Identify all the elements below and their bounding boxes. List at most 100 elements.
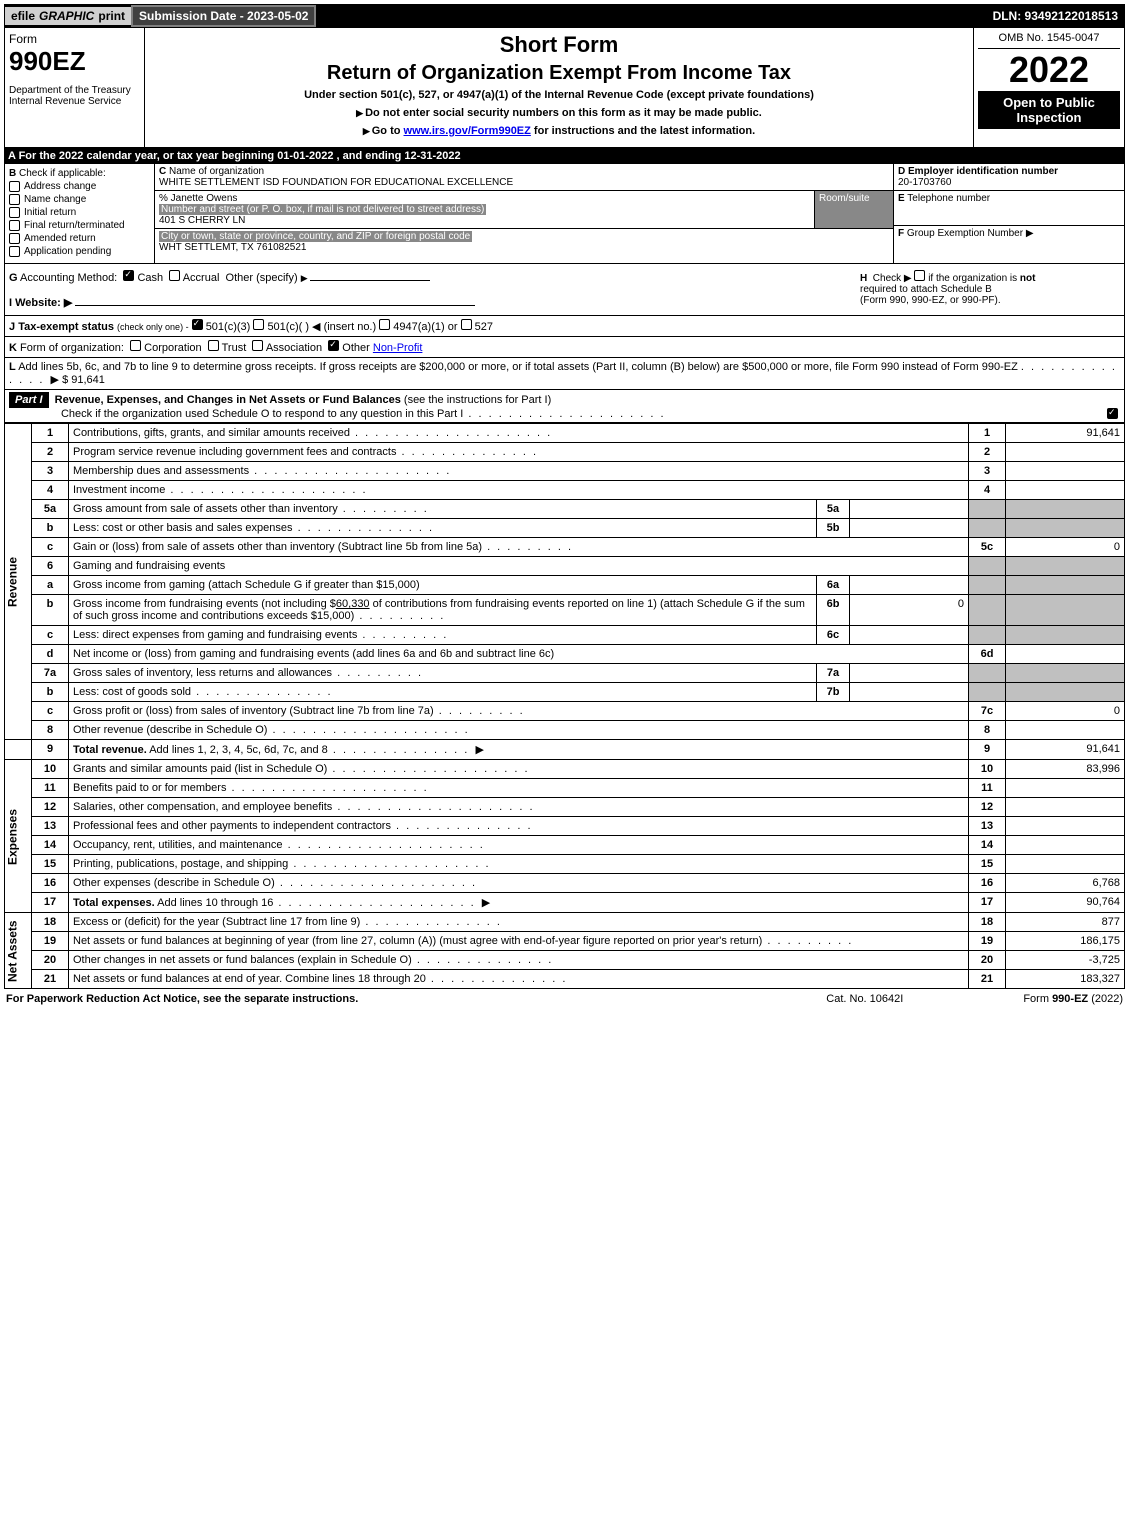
line-desc: Net assets or fund balances at beginning…	[73, 935, 762, 947]
line-ref: 14	[969, 836, 1006, 855]
shaded-cell	[1006, 683, 1125, 702]
line-8: 8 Other revenue (describe in Schedule O)…	[5, 721, 1125, 740]
note-goto: Go to www.irs.gov/Form990EZ for instruct…	[149, 125, 969, 137]
phone-label: Telephone number	[907, 193, 990, 204]
footer-paperwork: For Paperwork Reduction Act Notice, see …	[6, 993, 358, 1005]
col-def: D Employer identification number 20-1703…	[894, 164, 1124, 263]
check-label: Final return/terminated	[24, 220, 125, 231]
accounting-method: G Accounting Method: Cash Accrual Other …	[5, 264, 856, 315]
line-ref: 19	[969, 932, 1006, 951]
line-num: 21	[32, 970, 69, 989]
line-val: 91,641	[1006, 424, 1125, 443]
line-num: 18	[32, 913, 69, 932]
arrow-icon: ▶	[1026, 228, 1034, 239]
other-input[interactable]	[310, 280, 430, 281]
checkbox-accrual[interactable]	[169, 270, 180, 281]
check-final-return[interactable]: Final return/terminated	[9, 220, 150, 231]
line-6d: d Net income or (loss) from gaming and f…	[5, 645, 1125, 664]
checkbox-schedule-o[interactable]	[1107, 408, 1118, 419]
line-sub-num: 6c	[817, 626, 850, 645]
group-exemption-label: Group Exemption Number	[907, 228, 1023, 239]
check-application-pending[interactable]: Application pending	[9, 246, 150, 257]
line-val: 183,327	[1006, 970, 1125, 989]
checkbox-other-org[interactable]	[328, 340, 339, 351]
checkbox-icon	[9, 181, 20, 192]
print-button[interactable]: print	[98, 9, 125, 23]
line-num: c	[32, 538, 69, 557]
checkbox-501c[interactable]	[253, 319, 264, 330]
shaded-cell	[969, 500, 1006, 519]
line-ref: 11	[969, 779, 1006, 798]
line-ref: 12	[969, 798, 1006, 817]
opt-assoc: Association	[266, 342, 322, 354]
line-desc: Add lines 1, 2, 3, 4, 5c, 6d, 7c, and 8	[147, 744, 328, 756]
line-ref: 18	[969, 913, 1006, 932]
checkbox-trust[interactable]	[208, 340, 219, 351]
street-label: Number and street (or P. O. box, if mail…	[159, 204, 486, 215]
line-sub-val	[850, 519, 969, 538]
opt-501c3: 501(c)(3)	[206, 321, 251, 333]
line-6a: a Gross income from gaming (attach Sched…	[5, 576, 1125, 595]
line-ref: 15	[969, 855, 1006, 874]
note-ssn: Do not enter social security numbers on …	[149, 107, 969, 119]
line-num: 11	[32, 779, 69, 798]
line-desc: Salaries, other compensation, and employ…	[73, 801, 332, 813]
line-desc: Other expenses (describe in Schedule O)	[73, 877, 275, 889]
check-name-change[interactable]: Name change	[9, 194, 150, 205]
line-14: 14 Occupancy, rent, utilities, and maint…	[5, 836, 1125, 855]
shaded-cell	[1006, 576, 1125, 595]
line-desc: Contributions, gifts, grants, and simila…	[69, 424, 969, 443]
checkbox-527[interactable]	[461, 319, 472, 330]
c-label: C	[159, 166, 166, 177]
line-4: 4 Investment income 4	[5, 481, 1125, 500]
website-input[interactable]	[75, 305, 475, 306]
line-ref: 13	[969, 817, 1006, 836]
line-sub-num: 7a	[817, 664, 850, 683]
checkbox-assoc[interactable]	[252, 340, 263, 351]
checkbox-icon	[9, 220, 20, 231]
tax-exempt-status: J Tax-exempt status (check only one) - 5…	[4, 316, 1125, 337]
check-address-change[interactable]: Address change	[9, 181, 150, 192]
h-check: Check ▶	[873, 273, 912, 284]
checkbox-corp[interactable]	[130, 340, 141, 351]
city-label: City or town, state or province, country…	[159, 231, 472, 242]
line-7a: 7a Gross sales of inventory, less return…	[5, 664, 1125, 683]
checkbox-icon	[9, 246, 20, 257]
part1-title: Revenue, Expenses, and Changes in Net As…	[55, 394, 401, 406]
other-org-value[interactable]: Non-Profit	[373, 342, 423, 354]
row-gh: G Accounting Method: Cash Accrual Other …	[4, 264, 1125, 316]
check-amended[interactable]: Amended return	[9, 233, 150, 244]
shaded-cell	[969, 576, 1006, 595]
line-sub-num: 5a	[817, 500, 850, 519]
line-desc: Membership dues and assessments	[73, 465, 249, 477]
i-label: I	[9, 297, 12, 309]
line-11: 11 Benefits paid to or for members 11	[5, 779, 1125, 798]
opt-other: Other	[342, 342, 370, 354]
checkbox-cash[interactable]	[123, 270, 134, 281]
checkbox-schedule-b[interactable]	[914, 270, 925, 281]
line-20: 20 Other changes in net assets or fund b…	[5, 951, 1125, 970]
line-desc: Add lines 10 through 16	[155, 897, 274, 909]
line-3: 3 Membership dues and assessments 3	[5, 462, 1125, 481]
graphic-label[interactable]: GRAPHIC	[39, 9, 94, 23]
checkbox-icon	[9, 207, 20, 218]
tax-year: 2022	[978, 49, 1120, 91]
footer-catno: Cat. No. 10642I	[826, 993, 903, 1005]
line-ref: 2	[969, 443, 1006, 462]
name-label: Name of organization	[169, 166, 264, 177]
irs-link[interactable]: www.irs.gov/Form990EZ	[404, 125, 531, 137]
checkbox-4947[interactable]	[379, 319, 390, 330]
line-num: b	[32, 595, 69, 626]
line-12: 12 Salaries, other compensation, and emp…	[5, 798, 1125, 817]
line-num: 13	[32, 817, 69, 836]
city-value: WHT SETTLEMT, TX 761082521	[159, 242, 306, 253]
check-initial-return[interactable]: Initial return	[9, 207, 150, 218]
line-val	[1006, 836, 1125, 855]
line-num: a	[32, 576, 69, 595]
expenses-label: Expenses	[5, 760, 32, 913]
info-grid: B Check if applicable: Address change Na…	[4, 164, 1125, 264]
checkbox-501c3[interactable]	[192, 319, 203, 330]
line-num: 17	[32, 893, 69, 913]
line-val: -3,725	[1006, 951, 1125, 970]
open-public: Open to Public Inspection	[978, 91, 1120, 129]
